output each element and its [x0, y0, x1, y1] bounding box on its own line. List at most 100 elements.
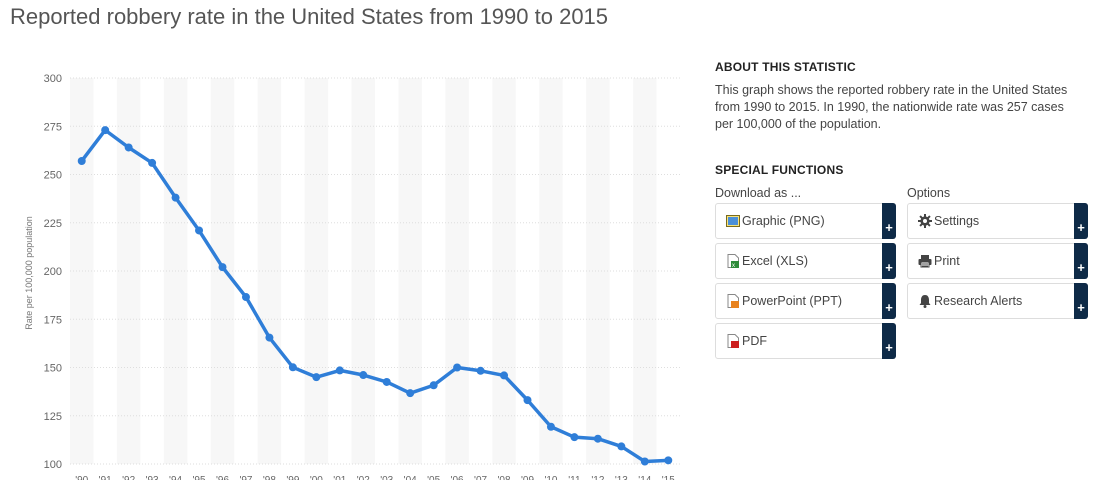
category-band — [257, 78, 282, 464]
y-tick-label: 125 — [44, 411, 62, 423]
x-tick-label: '97 — [239, 475, 252, 480]
x-tick-label: '07 — [474, 475, 487, 480]
series-line — [80, 128, 669, 464]
side-panel: ABOUT THIS STATISTIC This graph shows th… — [715, 60, 1095, 359]
x-tick-label: '00 — [310, 475, 323, 480]
x-tick-label: '91 — [99, 475, 112, 480]
download-label: Download as ... — [715, 186, 802, 200]
category-band — [70, 78, 94, 464]
expand-xls-button[interactable]: + — [882, 243, 896, 279]
data-point[interactable] — [523, 396, 532, 405]
data-point[interactable] — [429, 381, 438, 390]
x-tick-label: '14 — [638, 475, 651, 480]
expand-pdf-button[interactable]: + — [882, 323, 896, 359]
data-point[interactable] — [359, 371, 368, 380]
category-band — [351, 78, 375, 464]
x-tick-label: '04 — [404, 475, 417, 480]
data-point[interactable] — [288, 363, 297, 372]
data-point[interactable] — [77, 156, 86, 165]
data-point[interactable] — [312, 373, 321, 382]
x-tick-label: '09 — [521, 475, 534, 480]
gear-icon — [918, 214, 932, 228]
x-tick-label: '90 — [75, 475, 88, 480]
category-band — [492, 78, 516, 464]
data-point[interactable] — [124, 143, 133, 152]
y-tick-label: 275 — [44, 121, 62, 133]
category-band — [116, 78, 141, 464]
data-point[interactable] — [148, 158, 157, 167]
y-tick-label: 250 — [44, 170, 62, 182]
x-tick-label: '11 — [568, 475, 581, 480]
special-functions-heading: SPECIAL FUNCTIONS — [715, 163, 844, 177]
data-point[interactable] — [335, 366, 344, 375]
data-point[interactable] — [195, 226, 204, 235]
x-tick-label: '12 — [591, 475, 604, 480]
data-point[interactable] — [406, 389, 415, 398]
x-tick-label: '92 — [122, 475, 135, 480]
options-label: Options — [907, 186, 951, 200]
about-text: This graph shows the reported robbery ra… — [715, 83, 1068, 131]
x-tick-label: '95 — [193, 475, 206, 480]
y-tick-label: 225 — [44, 218, 62, 230]
x-tick-label: '02 — [357, 475, 370, 480]
pdf-file-icon — [726, 334, 740, 348]
data-point[interactable] — [500, 371, 509, 380]
y-tick-label: 150 — [44, 363, 62, 375]
bell-icon — [918, 294, 932, 308]
research-alerts-button[interactable]: Research Alerts + — [907, 283, 1088, 319]
category-band — [398, 78, 422, 464]
data-point[interactable] — [218, 263, 227, 272]
x-tick-label: '96 — [216, 475, 229, 480]
y-tick-label: 100 — [44, 459, 62, 471]
x-tick-label: '94 — [169, 475, 182, 480]
y-axis-label: Rate per 100,000 population — [24, 216, 34, 330]
x-tick-label: '13 — [615, 475, 628, 480]
powerpoint-file-icon — [726, 294, 740, 308]
x-tick-label: '05 — [427, 475, 440, 480]
page-title: Reported robbery rate in the United Stat… — [10, 4, 609, 29]
data-point[interactable] — [617, 442, 626, 451]
data-point[interactable] — [664, 456, 673, 465]
data-point[interactable] — [265, 333, 274, 342]
data-point[interactable] — [171, 193, 180, 202]
x-tick-label: '93 — [146, 475, 159, 480]
data-point[interactable] — [640, 457, 649, 466]
data-point[interactable] — [241, 293, 250, 302]
expand-print-button[interactable]: + — [1074, 243, 1088, 279]
download-png-button[interactable]: Graphic (PNG) + — [715, 203, 896, 239]
data-point[interactable] — [382, 377, 391, 386]
excel-file-icon: x — [726, 254, 740, 269]
svg-text:x: x — [732, 263, 735, 268]
download-pdf-button[interactable]: PDF + — [715, 323, 896, 359]
expand-settings-button[interactable]: + — [1074, 203, 1088, 239]
data-point[interactable] — [593, 434, 602, 443]
expand-ppt-button[interactable]: + — [882, 283, 896, 319]
data-point[interactable] — [453, 363, 462, 372]
about-heading: ABOUT THIS STATISTIC — [715, 60, 856, 74]
download-xls-button[interactable]: x Excel (XLS) + — [715, 243, 896, 279]
data-point[interactable] — [101, 126, 110, 135]
x-tick-label: '08 — [498, 475, 511, 480]
data-point[interactable] — [476, 366, 485, 375]
image-file-icon — [726, 214, 740, 228]
x-tick-label: '99 — [286, 475, 299, 480]
expand-research-alerts-button[interactable]: + — [1074, 283, 1088, 319]
x-tick-label: '15 — [662, 475, 675, 480]
y-tick-label: 200 — [44, 266, 62, 278]
settings-button[interactable]: Settings + — [907, 203, 1088, 239]
expand-png-button[interactable]: + — [882, 203, 896, 239]
data-point[interactable] — [546, 422, 555, 431]
data-point[interactable] — [570, 433, 579, 442]
x-tick-label: '98 — [263, 475, 276, 480]
printer-icon — [918, 254, 932, 268]
print-button[interactable]: Print + — [907, 243, 1088, 279]
x-tick-label: '10 — [544, 475, 557, 480]
x-tick-label: '03 — [380, 475, 393, 480]
category-band — [633, 78, 657, 464]
line-chart: 100 125 150 175 200 225 250 275 300 '90 '91 '92 '93… — [24, 73, 680, 480]
download-ppt-button[interactable]: PowerPoint (PPT) + — [715, 283, 896, 319]
y-tick-label: 175 — [44, 314, 62, 326]
x-tick-label: '06 — [451, 475, 464, 480]
y-tick-label: 300 — [44, 73, 62, 85]
x-tick-label: '01 — [333, 475, 346, 480]
